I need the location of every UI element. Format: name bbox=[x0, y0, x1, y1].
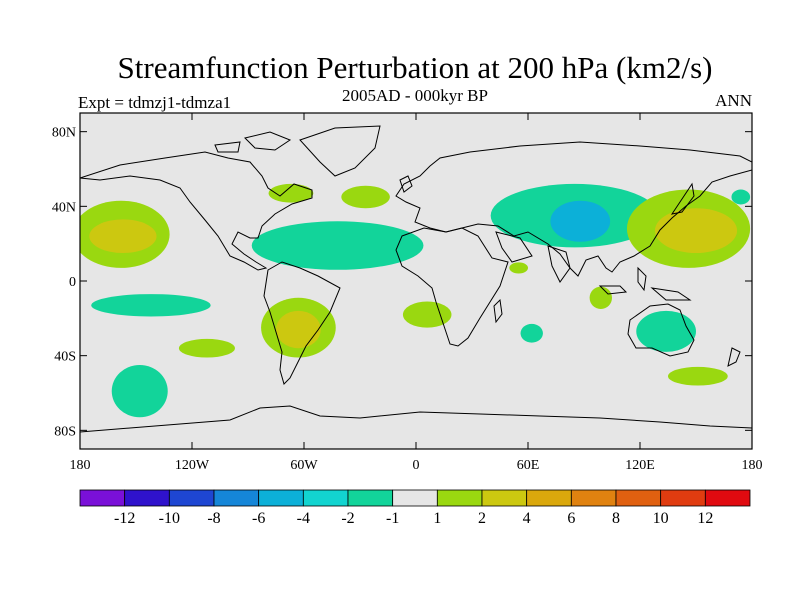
chart-title: Streamfunction Perturbation at 200 hPa (… bbox=[117, 50, 713, 85]
y-tick-label: 0 bbox=[69, 275, 76, 290]
x-tick-label: 120E bbox=[625, 458, 655, 473]
colorbar-label: -8 bbox=[207, 510, 220, 527]
colorbar-swatch bbox=[704, 489, 751, 507]
contour-regions bbox=[80, 183, 751, 418]
experiment-label: Expt = tdmzj1-tdmza1 bbox=[78, 93, 232, 112]
region-north-pacific-small-cyclone bbox=[731, 189, 751, 205]
x-tick-label: 60E bbox=[517, 458, 540, 473]
colorbar-label: 10 bbox=[653, 510, 669, 527]
colorbar-label: -6 bbox=[252, 510, 265, 527]
colorbar-label: -12 bbox=[114, 510, 135, 527]
colorbar-label: 12 bbox=[697, 510, 713, 527]
x-tick-label: 120W bbox=[175, 458, 210, 473]
colorbar-swatch bbox=[347, 489, 394, 507]
y-tick-label: 40N bbox=[52, 200, 76, 215]
x-tick-label: 180 bbox=[742, 458, 763, 473]
colorbar-swatch bbox=[124, 489, 170, 507]
x-axis: 180 120W 60W 0 60E 120E 180 bbox=[70, 113, 763, 473]
colorbar-label: 4 bbox=[523, 510, 531, 527]
colorbar-swatch bbox=[436, 489, 483, 507]
colorbar-label: -2 bbox=[341, 510, 354, 527]
season-label: ANN bbox=[715, 91, 752, 110]
colorbar-swatch bbox=[79, 489, 126, 507]
colorbar-swatch bbox=[392, 489, 438, 507]
colorbar-label: 8 bbox=[612, 510, 620, 527]
colorbar-swatch bbox=[660, 489, 706, 507]
region-north-america-positive bbox=[268, 183, 314, 203]
colorbar-swatch bbox=[570, 489, 617, 507]
colorbar-swatch bbox=[258, 489, 304, 507]
region-south-america-anticyclone-core bbox=[276, 310, 321, 349]
colorbar-swatch bbox=[302, 489, 349, 507]
colorbar-swatch bbox=[615, 489, 662, 507]
map-background bbox=[80, 113, 752, 449]
region-asia-cyclone-core bbox=[550, 200, 611, 242]
region-south-pacific-positive bbox=[178, 338, 235, 358]
colorbar-label: -4 bbox=[297, 510, 310, 527]
region-south-pacific-cyclone bbox=[111, 365, 168, 418]
x-tick-label: 0 bbox=[413, 458, 420, 473]
y-axis: 80N 40N 0 40S 80S bbox=[52, 126, 752, 439]
x-tick-label: 180 bbox=[70, 458, 91, 473]
region-madagascar-cyclone bbox=[520, 323, 543, 343]
colorbar-swatch bbox=[213, 489, 260, 507]
colorbar-swatch bbox=[481, 489, 528, 507]
y-tick-label: 80S bbox=[54, 424, 76, 439]
colorbar-swatch bbox=[168, 489, 215, 507]
colorbar-legend: -12 -10 -8 -6 -4 -2 -1 1 2 4 6 8 10 12 bbox=[79, 489, 751, 527]
region-east-africa-positive bbox=[509, 262, 528, 274]
chart-subtitle: 2005AD - 000kyr BP bbox=[342, 86, 488, 105]
region-australia-cyclone bbox=[636, 310, 697, 352]
coastlines bbox=[80, 125, 752, 433]
region-north-atlantic-cyclone bbox=[251, 221, 424, 270]
colorbar-label: -10 bbox=[159, 510, 180, 527]
region-south-of-australia-positive bbox=[668, 366, 728, 386]
region-north-pacific-anticyclone-core bbox=[89, 219, 157, 253]
x-tick-label: 60W bbox=[290, 458, 318, 473]
colorbar-label: 6 bbox=[567, 510, 575, 527]
region-south-pacific-band bbox=[91, 294, 211, 317]
colorbar-swatch bbox=[526, 489, 572, 507]
y-tick-label: 40S bbox=[54, 350, 76, 365]
colorbar-label: -1 bbox=[386, 510, 399, 527]
colorbar-label: 2 bbox=[478, 510, 486, 527]
region-indian-ocean-positive bbox=[589, 286, 612, 309]
region-north-atlantic-positive bbox=[341, 185, 390, 209]
y-tick-label: 80N bbox=[52, 126, 76, 141]
colorbar-label: 1 bbox=[433, 510, 441, 527]
region-south-atlantic-positive bbox=[402, 301, 452, 328]
region-west-pacific-anticyclone-core bbox=[654, 208, 738, 254]
